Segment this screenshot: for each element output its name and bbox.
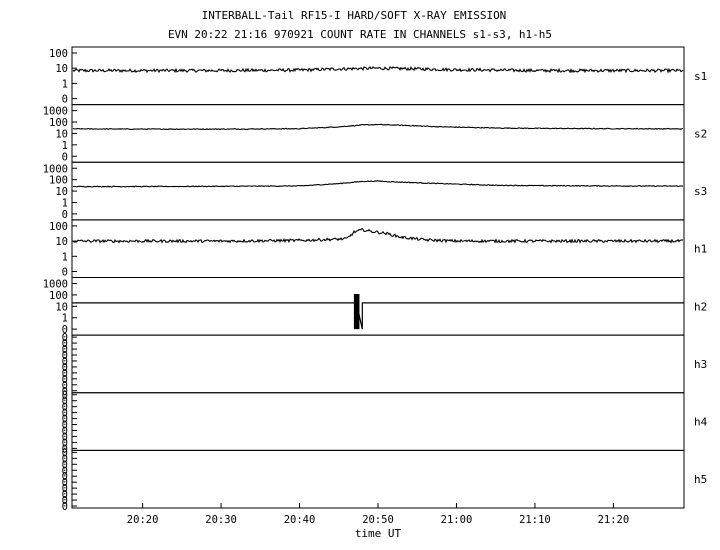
y-tick-label: 10 <box>55 301 68 313</box>
y-tick-label: 100 <box>49 290 68 302</box>
y-tick-label: 1 <box>62 140 68 152</box>
y-tick-label: 10 <box>55 186 68 198</box>
y-tick-label: 0 <box>62 483 68 495</box>
y-tick-label: 0 <box>62 447 68 459</box>
y-tick-label: 0 <box>62 267 68 279</box>
y-tick-label: 0 <box>62 324 68 336</box>
y-tick-label: 0 <box>62 443 68 455</box>
panel-frame <box>71 161 685 221</box>
series-line <box>72 66 684 74</box>
y-tick-label: 0 <box>62 495 68 507</box>
panel-frame <box>71 334 685 394</box>
y-tick-label: 0 <box>62 209 68 221</box>
y-tick-label: 0 <box>62 386 68 398</box>
y-tick-label: 0 <box>62 151 68 163</box>
y-tick-label: 0 <box>62 350 68 362</box>
y-tick-label: 100 <box>49 221 68 233</box>
x-tick-label: 20:20 <box>127 514 159 526</box>
y-tick-label: 0 <box>62 453 68 465</box>
y-tick-label: 100 <box>49 48 68 60</box>
series-line <box>72 180 683 188</box>
y-tick-label: 0 <box>62 362 68 374</box>
y-tick-label: 0 <box>62 380 68 392</box>
x-tick-label: 21:10 <box>519 514 551 526</box>
channel-label: h1 <box>694 243 707 256</box>
panel-frame <box>71 277 685 336</box>
channel-label: s3 <box>694 185 707 198</box>
panel-frame <box>71 46 685 106</box>
y-tick-label: 0 <box>62 332 68 344</box>
y-tick-label: 0 <box>62 471 68 483</box>
y-tick-label: 0 <box>62 94 68 106</box>
channel-label: s1 <box>694 70 707 83</box>
x-tick-label: 20:30 <box>205 514 237 526</box>
panel-frame <box>71 392 685 451</box>
y-tick-label: 0 <box>62 465 68 477</box>
y-tick-label: 1 <box>62 251 68 263</box>
y-tick-label: 0 <box>62 356 68 368</box>
series-line <box>72 293 684 330</box>
x-tick-label: 21:20 <box>598 514 630 526</box>
x-axis-label: time UT <box>355 527 402 540</box>
y-tick-label: 10 <box>55 128 68 140</box>
series-line <box>72 227 684 244</box>
y-tick-label: 1 <box>62 197 68 209</box>
burst-bar <box>354 294 360 330</box>
y-tick-label: 0 <box>62 390 68 402</box>
y-tick-label: 1 <box>62 313 68 325</box>
y-tick-label: 0 <box>62 368 68 380</box>
channel-label: h2 <box>694 300 707 313</box>
y-tick-label: 0 <box>62 414 68 426</box>
y-tick-label: 1000 <box>43 163 68 175</box>
y-tick-label: 1 <box>62 78 68 90</box>
y-tick-label: 0 <box>62 501 68 513</box>
panel-frame <box>71 219 685 278</box>
y-tick-label: 0 <box>62 437 68 449</box>
panels-group: s11001010s210001001010s310001001010h1100… <box>43 46 708 513</box>
chart-subtitle: EVN 20:22 21:16 970921 COUNT RATE IN CHA… <box>168 28 552 41</box>
x-tick-label: 20:50 <box>362 514 394 526</box>
y-tick-label: 0 <box>62 408 68 420</box>
y-tick-label: 1000 <box>43 279 68 291</box>
x-tick-label: 20:40 <box>284 514 316 526</box>
channel-label: h4 <box>694 416 708 429</box>
y-tick-label: 0 <box>62 420 68 432</box>
x-axis-group: 20:20 20:30 20:40 20:50 21:00 21:10 21:20 <box>127 503 629 526</box>
y-tick-label: 10 <box>55 236 68 248</box>
y-tick-label: 0 <box>62 344 68 356</box>
y-tick-label: 0 <box>62 402 68 414</box>
series-line <box>72 123 683 131</box>
channel-label: s2 <box>694 127 707 140</box>
y-tick-label: 10 <box>55 63 68 75</box>
panel-frame <box>71 449 685 509</box>
y-tick-label: 100 <box>49 117 68 129</box>
y-tick-label: 1000 <box>43 106 68 118</box>
y-tick-label: 0 <box>62 489 68 501</box>
y-tick-label: 0 <box>62 459 68 471</box>
y-tick-label: 0 <box>62 338 68 350</box>
y-tick-label: 0 <box>62 396 68 408</box>
y-tick-label: 100 <box>49 175 68 187</box>
x-tick-label: 21:00 <box>441 514 473 526</box>
y-tick-label: 0 <box>62 477 68 489</box>
y-tick-label: 0 <box>62 431 68 443</box>
channel-label: h5 <box>694 473 707 486</box>
y-tick-label: 0 <box>62 374 68 386</box>
y-tick-label: 0 <box>62 426 68 438</box>
channel-label: h3 <box>694 358 707 371</box>
panel-frame <box>71 104 685 163</box>
chart-title: INTERBALL-Tail RF15-I HARD/SOFT X-RAY EM… <box>202 9 507 22</box>
